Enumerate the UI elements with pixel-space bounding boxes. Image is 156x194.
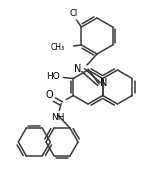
Text: NH: NH bbox=[51, 113, 65, 122]
Text: CH₃: CH₃ bbox=[50, 42, 64, 51]
Text: N: N bbox=[74, 64, 82, 74]
Text: N: N bbox=[100, 78, 108, 88]
Text: Cl: Cl bbox=[69, 9, 78, 17]
Text: HO: HO bbox=[46, 72, 60, 81]
Text: O: O bbox=[45, 89, 53, 100]
